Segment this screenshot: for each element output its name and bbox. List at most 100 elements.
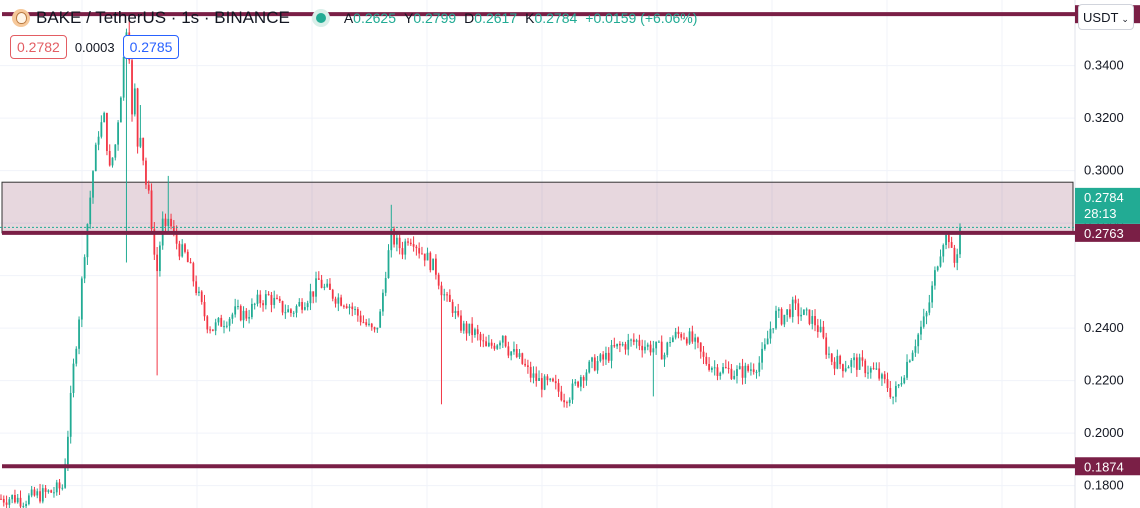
- resistance-zone: [1, 181, 1074, 234]
- candle-body: [794, 299, 797, 304]
- candles: [0, 13, 961, 508]
- candle-body: [641, 345, 644, 351]
- market-status-icon[interactable]: [315, 13, 326, 23]
- candle-body: [72, 363, 75, 393]
- candle-body: [382, 292, 384, 312]
- candle-body: [434, 258, 437, 275]
- price-axis: 0.18000.20000.22000.24000.28000.30000.32…: [1075, 5, 1140, 493]
- candle-body: [172, 226, 175, 233]
- candle-body: [928, 302, 931, 313]
- candle-body: [370, 323, 373, 328]
- candle-body: [847, 366, 850, 369]
- candle-body: [200, 291, 203, 302]
- candle-body: [811, 316, 814, 324]
- candle-body: [513, 349, 515, 352]
- ohlc-low: D0.2617: [464, 10, 518, 26]
- candle-body: [50, 490, 53, 493]
- candle-body: [588, 361, 591, 373]
- candle-body: [395, 237, 398, 245]
- y-tick-label: 0.2400: [1084, 320, 1124, 335]
- candle-body: [103, 112, 106, 123]
- price-change: +0.0159 (+6.06%): [585, 10, 698, 26]
- candle-body: [577, 381, 579, 387]
- candle-body: [507, 346, 510, 356]
- candle-body: [270, 294, 273, 305]
- candle-body: [47, 490, 50, 492]
- candle-body: [53, 492, 55, 494]
- candle-body: [345, 306, 348, 309]
- candle-body: [317, 278, 320, 280]
- candle-body: [0, 498, 2, 500]
- candle-body: [875, 368, 878, 370]
- candle-body: [585, 372, 588, 381]
- candle-body: [844, 368, 847, 372]
- candle-body: [262, 303, 264, 306]
- currency-dropdown[interactable]: USDT ⌄: [1078, 4, 1134, 30]
- candle-body: [111, 157, 114, 166]
- candle-body: [582, 377, 585, 381]
- candle-body: [16, 497, 19, 503]
- candle-body: [150, 190, 153, 230]
- candle-body: [348, 306, 351, 309]
- candle-body: [326, 283, 329, 287]
- buy-price-button[interactable]: 0.2785: [122, 35, 180, 59]
- candle-body: [356, 309, 359, 316]
- candle-body: [889, 388, 892, 397]
- candle-body: [872, 368, 875, 370]
- candle-body: [365, 322, 368, 325]
- candle-body: [465, 323, 468, 334]
- candle-body: [669, 341, 671, 343]
- last-price-label: 0.2784: [1084, 190, 1124, 205]
- candle-body: [421, 253, 423, 255]
- y-tick-label: 0.2000: [1084, 425, 1124, 440]
- candle-body: [490, 342, 493, 346]
- candle-body: [487, 342, 490, 347]
- candle-body: [894, 386, 897, 397]
- candle-body: [89, 197, 92, 225]
- candle-body: [153, 229, 156, 255]
- candle-body: [861, 357, 864, 361]
- candle-body: [560, 391, 563, 401]
- candle-body: [922, 316, 925, 327]
- candle-body: [354, 309, 356, 311]
- candle-body: [342, 305, 345, 307]
- candle-body: [136, 88, 139, 147]
- sell-price-button[interactable]: 0.2782: [10, 35, 67, 59]
- candle-body: [644, 346, 646, 351]
- candle-body: [853, 357, 855, 361]
- y-tick-label: 0.2200: [1084, 373, 1124, 388]
- price-line-label-bg: [1075, 457, 1140, 476]
- candle-body: [401, 248, 404, 255]
- candle-body: [579, 377, 582, 387]
- candle-body: [722, 367, 724, 373]
- candle-body: [518, 353, 521, 358]
- candle-body: [220, 317, 223, 327]
- candle-body: [772, 328, 775, 330]
- candle-body: [359, 315, 362, 323]
- candle-body: [814, 316, 816, 326]
- candle-body: [736, 369, 738, 376]
- candle-body: [117, 122, 119, 145]
- candle-body: [493, 345, 496, 349]
- candle-body: [423, 253, 426, 261]
- candle-body: [5, 502, 8, 505]
- candle-body: [245, 310, 248, 319]
- candle-body: [178, 243, 181, 257]
- candle-body: [239, 306, 242, 321]
- candle-body: [234, 306, 237, 315]
- candle-body: [19, 497, 22, 507]
- symbol-title[interactable]: BAKE / TetherUS · 1s · BINANCE: [36, 8, 290, 27]
- candle-body: [368, 323, 370, 325]
- candle-body: [724, 367, 727, 369]
- candle-body: [440, 285, 443, 296]
- candle-body: [914, 346, 917, 353]
- candle-body: [100, 122, 103, 137]
- last-price-label-bg: [1075, 187, 1140, 224]
- candle-body: [607, 352, 610, 361]
- candle-body: [908, 360, 911, 362]
- candle-body: [331, 289, 334, 299]
- candle-body: [917, 334, 920, 347]
- candle-body: [11, 495, 14, 500]
- candle-body: [373, 327, 376, 330]
